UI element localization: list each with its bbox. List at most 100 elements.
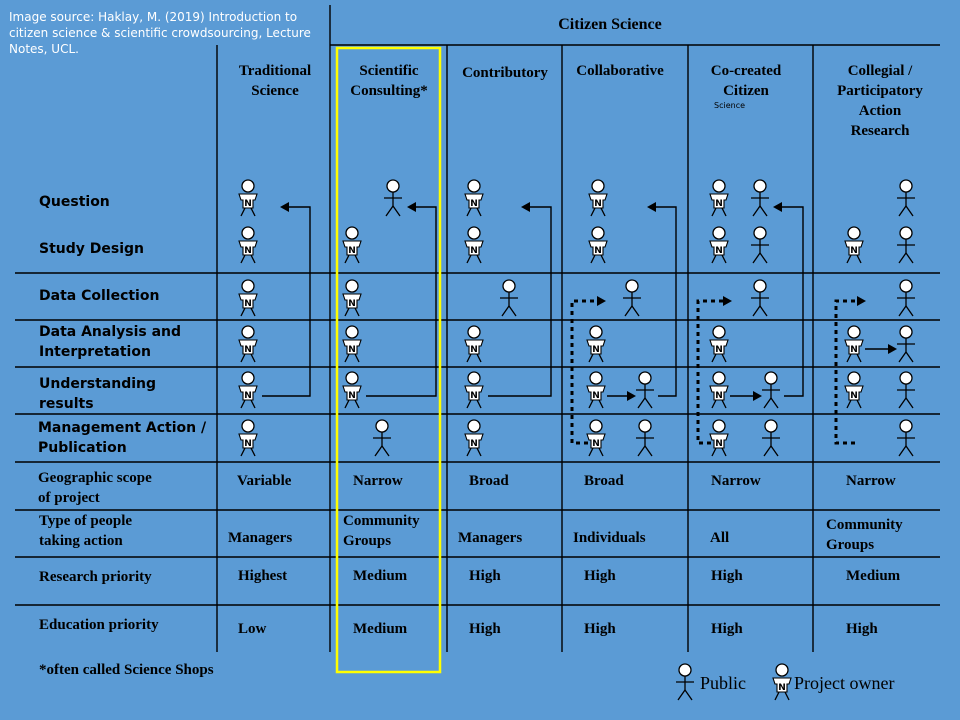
legend-public-label: Public	[700, 673, 747, 693]
people-type-traditional: Managers	[228, 530, 293, 546]
feedback-arrowhead	[521, 202, 530, 212]
feedback-arrowhead	[280, 202, 289, 212]
column-subheader-science: Science	[714, 101, 746, 110]
svg-text:N: N	[470, 391, 478, 401]
svg-text:N: N	[244, 299, 252, 309]
project-owner-figure-icon: N	[709, 419, 729, 457]
row-label-study-design: Study Design	[39, 241, 144, 257]
row-label-understanding-results: Understanding results	[39, 376, 157, 412]
project-owner-figure-icon: N	[586, 325, 606, 363]
svg-text:N: N	[348, 391, 356, 401]
svg-text:N: N	[348, 299, 356, 309]
research-priority-co-created: High	[711, 568, 743, 584]
legend-public-icon	[676, 663, 694, 701]
dotted-loop-arrow-co-created	[696, 299, 723, 445]
legend-project-owner-label: Project owner	[794, 673, 895, 693]
svg-text:N: N	[850, 345, 858, 355]
project-owner-figure-icon: N	[238, 226, 258, 264]
column-header-co-created: Co-created Citizen	[710, 63, 782, 99]
education-priority-consulting: Medium	[353, 621, 408, 637]
geographic-scope-co-created: Narrow	[711, 473, 761, 489]
dotted-arrowhead	[597, 296, 606, 306]
svg-text:N: N	[594, 199, 602, 209]
dotted-loop-arrow-collegial	[834, 299, 857, 445]
people-type-consulting: Community Groups	[343, 513, 420, 549]
svg-text:N: N	[715, 199, 723, 209]
feedback-arrowhead	[647, 202, 656, 212]
project-owner-figure-icon: N	[844, 371, 864, 409]
project-owner-figure-icon: N	[342, 371, 362, 409]
svg-text:N: N	[850, 246, 858, 256]
project-owner-figure-icon: N	[464, 371, 484, 409]
public-figure-icon	[751, 279, 769, 317]
feedback-arrow-co-created	[782, 206, 804, 397]
svg-text:N: N	[470, 439, 478, 449]
geographic-scope-collaborative: Broad	[584, 473, 624, 489]
svg-text:N: N	[244, 246, 252, 256]
project-owner-figure-icon: N	[342, 325, 362, 363]
footnote: *often called Science Shops	[39, 662, 214, 678]
svg-text:N: N	[470, 246, 478, 256]
project-owner-figure-icon: N	[586, 419, 606, 457]
education-priority-collaborative: High	[584, 621, 616, 637]
public-figure-icon	[897, 419, 915, 457]
feedback-arrowhead	[773, 202, 782, 212]
svg-text:N: N	[592, 439, 600, 449]
svg-text:N: N	[348, 345, 356, 355]
project-owner-figure-icon: N	[709, 325, 729, 363]
public-figure-icon	[384, 179, 402, 217]
svg-text:N: N	[244, 199, 252, 209]
legend-project-owner-icon: N	[772, 663, 792, 701]
project-owner-figure-icon: N	[238, 371, 258, 409]
svg-text:N: N	[348, 246, 356, 256]
svg-text:N: N	[470, 199, 478, 209]
public-figure-icon	[636, 371, 654, 409]
project-owner-figure-icon: N	[464, 419, 484, 457]
public-figure-icon	[623, 279, 641, 317]
public-figure-icon	[500, 279, 518, 317]
project-owner-figure-icon: N	[238, 279, 258, 317]
column-header-collegial: Collegial / Participatory Action Researc…	[837, 63, 923, 139]
project-owner-figure-icon: N	[709, 371, 729, 409]
public-figure-icon	[762, 419, 780, 457]
svg-text:N: N	[470, 345, 478, 355]
geographic-scope-collegial: Narrow	[846, 473, 896, 489]
svg-text:N: N	[592, 391, 600, 401]
dotted-arrowhead	[723, 296, 732, 306]
education-priority-co-created: High	[711, 621, 743, 637]
row-label-education-priority: Education priority	[39, 617, 159, 633]
project-owner-figure-icon: N	[342, 226, 362, 264]
row-label-question: Question	[39, 194, 110, 210]
svg-text:N: N	[715, 391, 723, 401]
arrowhead	[753, 391, 762, 401]
public-figure-icon	[751, 226, 769, 264]
public-figure-icon	[897, 179, 915, 217]
research-priority-consulting: Medium	[353, 568, 408, 584]
people-type-collegial: Community Groups	[826, 517, 903, 553]
people-type-contributory: Managers	[458, 530, 523, 546]
research-priority-collaborative: High	[584, 568, 616, 584]
svg-text:N: N	[850, 391, 858, 401]
research-priority-collegial: Medium	[846, 568, 901, 584]
row-label-data-analysis: Data Analysis and Interpretation	[39, 324, 182, 360]
project-owner-figure-icon: N	[588, 226, 608, 264]
research-priority-traditional: Highest	[238, 568, 288, 584]
column-header-traditional-science: Traditional Science	[238, 63, 312, 99]
project-owner-figure-icon: N	[342, 279, 362, 317]
svg-text:N: N	[778, 683, 786, 693]
svg-text:N: N	[244, 391, 252, 401]
feedback-arrow-collaborative	[656, 206, 677, 397]
svg-text:N: N	[244, 439, 252, 449]
feedback-arrowhead	[407, 202, 416, 212]
project-owner-figure-icon: N	[588, 179, 608, 217]
project-owner-figure-icon: N	[238, 325, 258, 363]
project-owner-figure-icon: N	[586, 371, 606, 409]
public-figure-icon	[897, 279, 915, 317]
dotted-loop-arrow-collaborative	[570, 299, 597, 445]
research-priority-contributory: High	[469, 568, 501, 584]
public-figure-icon	[636, 419, 654, 457]
source-note: Image source: Haklay, M. (2019) Introduc…	[9, 10, 311, 56]
svg-text:N: N	[244, 345, 252, 355]
